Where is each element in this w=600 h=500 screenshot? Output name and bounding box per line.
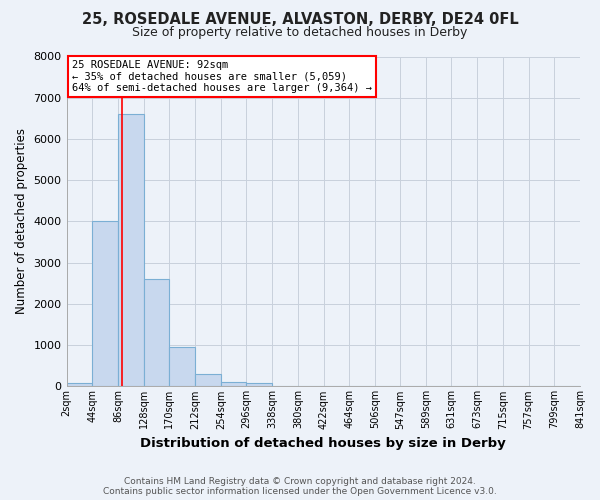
Bar [118,114,143,386]
Bar [247,384,272,386]
Text: 25 ROSEDALE AVENUE: 92sqm
← 35% of detached houses are smaller (5,059)
64% of se: 25 ROSEDALE AVENUE: 92sqm ← 35% of detac… [71,60,371,93]
X-axis label: Distribution of detached houses by size in Derby: Distribution of detached houses by size … [140,437,506,450]
Text: 25, ROSEDALE AVENUE, ALVASTON, DERBY, DE24 0FL: 25, ROSEDALE AVENUE, ALVASTON, DERBY, DE… [82,12,518,28]
Bar [67,384,92,386]
Bar [195,374,221,386]
Bar [221,382,247,386]
Bar [143,279,169,386]
Y-axis label: Number of detached properties: Number of detached properties [15,128,28,314]
Text: Size of property relative to detached houses in Derby: Size of property relative to detached ho… [133,26,467,39]
Text: Contains HM Land Registry data © Crown copyright and database right 2024.
Contai: Contains HM Land Registry data © Crown c… [103,476,497,496]
Bar [92,222,118,386]
Bar [169,347,195,387]
